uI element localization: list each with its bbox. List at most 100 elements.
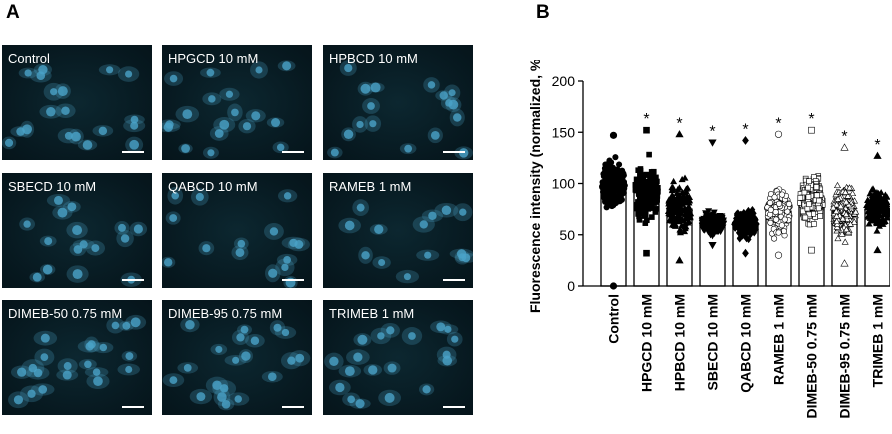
data-point [839, 215, 847, 222]
data-point [642, 190, 649, 197]
cell-nucleus [219, 119, 230, 130]
data-point [717, 224, 725, 231]
cell-nucleus [98, 126, 108, 136]
data-point [837, 202, 845, 209]
data-point [838, 230, 846, 237]
cell-nucleus [283, 192, 292, 200]
y-tick-label: 0 [567, 278, 575, 294]
data-point [708, 139, 717, 147]
cell-nucleus [357, 334, 368, 345]
data-point [771, 194, 778, 201]
cell-nucleus [369, 120, 377, 128]
cell-nucleus [72, 269, 83, 280]
data-point [636, 217, 643, 223]
data-point [615, 192, 623, 199]
data-point [676, 214, 684, 221]
cell-nucleus [387, 363, 397, 373]
cell-nucleus [40, 333, 50, 343]
cell-nucleus [448, 89, 456, 97]
cell-nucleus [195, 192, 204, 202]
cell-nucleus [361, 251, 370, 260]
cell-field [162, 186, 310, 288]
cell-nucleus [235, 248, 245, 257]
data-point [875, 216, 883, 223]
data-point [743, 223, 749, 232]
cell-nucleus [206, 68, 215, 77]
cell-nucleus [212, 380, 222, 391]
micrograph-label: HPGCD 10 mM [168, 51, 259, 66]
data-point [750, 224, 757, 233]
data-point [834, 234, 842, 242]
data-point [676, 227, 684, 234]
cell-nucleus [79, 240, 88, 249]
data-point [864, 196, 872, 203]
cell-nucleus [335, 382, 345, 393]
cell-nucleus [163, 258, 173, 267]
significance-marker: * [874, 137, 880, 154]
cell-nucleus [436, 322, 446, 332]
micrograph-label: TRIMEB 1 mM [329, 306, 415, 321]
cell-nucleus [267, 372, 277, 382]
cell-nucleus [241, 351, 251, 361]
significance-marker: * [643, 111, 649, 128]
scale-bar [122, 151, 144, 153]
data-point [775, 229, 782, 236]
cell-nucleus [439, 91, 448, 100]
data-point [706, 227, 715, 234]
data-point [708, 242, 717, 250]
micrograph-hpgcd: HPGCD 10 mM [162, 45, 312, 160]
cell-nucleus [453, 113, 462, 122]
cell-nucleus [32, 272, 42, 282]
micrograph-label: Control [8, 51, 50, 66]
data-point [643, 195, 650, 202]
scale-bar [122, 279, 144, 281]
data-point [834, 195, 842, 202]
cell-nucleus [130, 317, 141, 328]
data-point [612, 184, 619, 191]
cell-nucleus [370, 82, 381, 93]
cell-nucleus [428, 211, 437, 221]
cell-nucleus [40, 353, 49, 361]
cell-nucleus [378, 259, 386, 267]
cell-nucleus [353, 352, 363, 362]
micrograph-label: DIMEB-95 0.75 mM [168, 306, 283, 321]
data-point [865, 220, 873, 227]
cell-nucleus [219, 384, 229, 393]
x-tick-label: TRIMEB 1 mM [870, 294, 886, 387]
cell-field [324, 320, 463, 409]
micrograph-label: RAMEB 1 mM [329, 179, 412, 194]
cell-field [327, 60, 473, 160]
cell-nucleus [242, 122, 252, 131]
micrograph-dimeb95: DIMEB-95 0.75 mM [162, 300, 312, 415]
cell-nucleus [271, 118, 281, 128]
cell-nucleus [87, 340, 96, 349]
data-point [767, 219, 774, 226]
fluorescence-bar-chart: Fluorescence intensity (normalized, %) 0 5… [527, 60, 890, 418]
cell-nucleus [71, 131, 81, 142]
significance-marker: * [808, 111, 814, 128]
cell-nucleus [329, 356, 339, 366]
scale-bar [122, 406, 144, 408]
data-point [771, 235, 778, 242]
cell-nucleus [183, 363, 192, 372]
data-point [670, 177, 678, 185]
data-point [829, 204, 837, 211]
micrograph-label: SBECD 10 mM [8, 179, 97, 194]
cell-nucleus [125, 70, 133, 78]
cell-nucleus [120, 234, 130, 243]
data-point [802, 214, 809, 221]
cell-nucleus [44, 237, 53, 246]
cell-nucleus [344, 366, 355, 377]
data-point [647, 188, 654, 194]
cell-nucleus [67, 202, 77, 212]
data-point [616, 161, 623, 168]
data-point [845, 184, 854, 191]
data-point [845, 201, 853, 208]
data-point [649, 214, 655, 220]
cell-nucleus [125, 365, 133, 374]
cell-nucleus [171, 191, 180, 200]
x-tick-label: HPGCD 10 mM [639, 294, 655, 392]
y-tick-label: 50 [559, 227, 575, 243]
data-point [884, 206, 890, 213]
data-point [643, 249, 650, 257]
